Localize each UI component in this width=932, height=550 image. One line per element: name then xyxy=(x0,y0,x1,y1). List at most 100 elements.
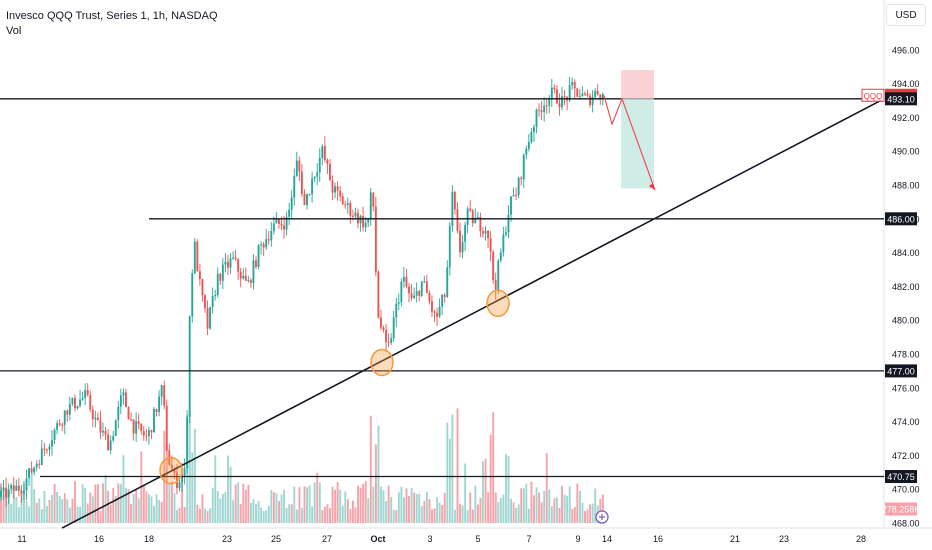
candle-body xyxy=(165,405,168,451)
volume-bar xyxy=(119,484,122,523)
candle-body xyxy=(178,482,181,489)
candle-body xyxy=(28,468,30,479)
volume-bar xyxy=(584,510,586,523)
volume-bar xyxy=(420,506,423,523)
candle-body xyxy=(589,95,591,106)
candle-body xyxy=(318,157,321,173)
candle-body xyxy=(211,296,214,308)
volume-bar xyxy=(17,507,20,523)
volume-bar xyxy=(497,502,500,523)
candle-body xyxy=(147,430,150,437)
y-tick-label: 488.00 xyxy=(892,181,920,191)
y-tick-label: 472.00 xyxy=(892,451,920,461)
price-badge xyxy=(885,364,917,378)
volume-bar xyxy=(431,509,433,523)
candle-body xyxy=(298,160,301,172)
candle-body xyxy=(17,485,20,491)
candle-body xyxy=(91,409,94,420)
volume-bar xyxy=(527,508,530,523)
volume-bar xyxy=(224,492,227,523)
candle-body xyxy=(206,308,209,329)
volume-bar xyxy=(91,496,94,523)
volume-bar xyxy=(334,489,337,523)
candle-body xyxy=(349,202,352,216)
volume-bar xyxy=(349,509,352,523)
volume-bar xyxy=(540,502,543,523)
candle-body xyxy=(530,132,533,142)
volume-bar xyxy=(178,507,181,523)
volume-bar xyxy=(219,498,222,523)
candle-body xyxy=(586,94,589,96)
candle-body xyxy=(313,176,316,179)
candle-body xyxy=(413,295,416,299)
volume-bar xyxy=(413,492,416,523)
candle-body xyxy=(354,212,357,217)
volume-bar xyxy=(204,508,206,523)
candle-body xyxy=(20,490,23,494)
volume-bar xyxy=(499,498,502,523)
candle-body xyxy=(237,259,240,272)
candle-body xyxy=(303,193,306,205)
volume-bar xyxy=(142,484,145,523)
volume-bar xyxy=(122,455,125,523)
candle-body xyxy=(346,202,349,205)
volume-bar xyxy=(464,463,467,523)
volume-bar xyxy=(66,499,69,523)
candle-body xyxy=(170,464,173,470)
x-tick-label: 9 xyxy=(575,534,580,544)
candle-body xyxy=(0,490,2,498)
candle-body xyxy=(323,146,326,160)
volume-bar xyxy=(454,509,456,523)
candle-body xyxy=(300,171,303,194)
volume-bar xyxy=(362,483,365,523)
volume-bar xyxy=(489,434,492,523)
volume-bar xyxy=(336,482,339,523)
volume-bar xyxy=(377,425,380,523)
volume-bar xyxy=(415,493,418,523)
y-tick-label: 468.00 xyxy=(892,519,920,529)
candle-body xyxy=(591,97,594,106)
volume-bar xyxy=(533,495,535,523)
volume-bar xyxy=(390,496,393,523)
price-badge-text: 493.10 xyxy=(887,94,915,104)
candle-body xyxy=(255,260,257,267)
volume-bar xyxy=(502,494,505,523)
candle-body xyxy=(476,216,479,218)
candle-body xyxy=(242,275,245,279)
candle-body xyxy=(418,291,421,296)
volume-label: Vol xyxy=(6,25,22,37)
volume-bar xyxy=(86,503,89,523)
candle-body xyxy=(280,223,283,226)
candle-body xyxy=(374,206,377,273)
volume-bar xyxy=(150,496,153,523)
candle-body xyxy=(252,260,255,284)
candle-body xyxy=(278,219,280,224)
candle-body xyxy=(515,194,518,196)
candle-body xyxy=(357,212,359,224)
currency-button[interactable]: USD xyxy=(886,4,926,26)
candle-body xyxy=(543,105,546,113)
price-badge xyxy=(885,470,917,484)
candle-body xyxy=(267,239,270,241)
volume-bar xyxy=(298,487,301,523)
volume-bar xyxy=(2,489,5,523)
candle-body xyxy=(219,273,222,281)
volume-bar xyxy=(522,488,525,523)
volume-bar xyxy=(433,508,436,523)
candle-body xyxy=(479,216,482,232)
candle-body xyxy=(512,194,515,197)
volume-bar xyxy=(288,504,291,523)
stop-loss-zone xyxy=(621,70,654,99)
candle-body xyxy=(71,398,74,404)
candle-body xyxy=(438,306,441,317)
volume-bar xyxy=(132,494,135,523)
candle-body xyxy=(66,410,69,415)
candle-body xyxy=(117,406,120,421)
candle-body xyxy=(244,275,247,281)
candle-body xyxy=(525,148,528,155)
volume-bar xyxy=(244,489,247,523)
volume-bar xyxy=(265,510,268,523)
candle-body xyxy=(402,276,405,282)
volume-bar xyxy=(0,483,2,523)
